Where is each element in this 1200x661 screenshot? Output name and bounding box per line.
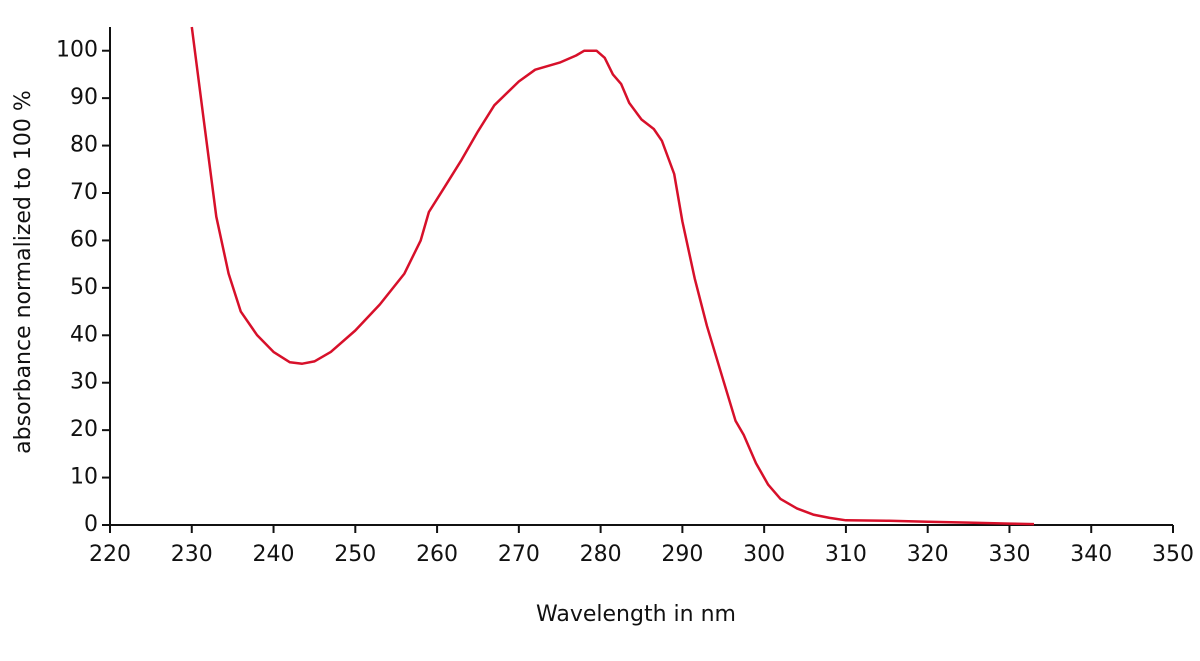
x-tick-label: 260 — [416, 542, 458, 567]
y-axis-label: absorbance normalized to 100 % — [11, 90, 36, 454]
x-tick-label: 310 — [825, 542, 867, 567]
x-tick-label: 230 — [171, 542, 213, 567]
x-tick-label: 280 — [580, 542, 622, 567]
x-tick-label: 320 — [907, 542, 949, 567]
y-tick-label: 0 — [84, 512, 98, 537]
x-tick-label: 250 — [334, 542, 376, 567]
x-tick-label: 340 — [1070, 542, 1112, 567]
x-tick-label: 220 — [89, 542, 131, 567]
x-tick-label: 240 — [253, 542, 295, 567]
y-tick-label: 30 — [70, 370, 98, 395]
x-axis-label: Wavelength in nm — [536, 602, 736, 627]
y-tick-label: 90 — [70, 85, 98, 110]
y-tick-label: 60 — [70, 227, 98, 252]
x-tick-label: 330 — [988, 542, 1030, 567]
x-tick-label: 290 — [661, 542, 703, 567]
y-tick-label: 100 — [56, 38, 98, 63]
y-tick-label: 50 — [70, 275, 98, 300]
y-tick-label: 80 — [70, 133, 98, 158]
data-line — [190, 26, 1035, 526]
y-tick-label: 40 — [70, 322, 98, 347]
y-tick-label: 70 — [70, 180, 98, 205]
x-tick-label: 270 — [498, 542, 540, 567]
x-tick-label: 300 — [743, 542, 785, 567]
x-tick-label: 350 — [1152, 542, 1194, 567]
y-tick-label: 20 — [70, 417, 98, 442]
y-tick-label: 10 — [70, 465, 98, 490]
